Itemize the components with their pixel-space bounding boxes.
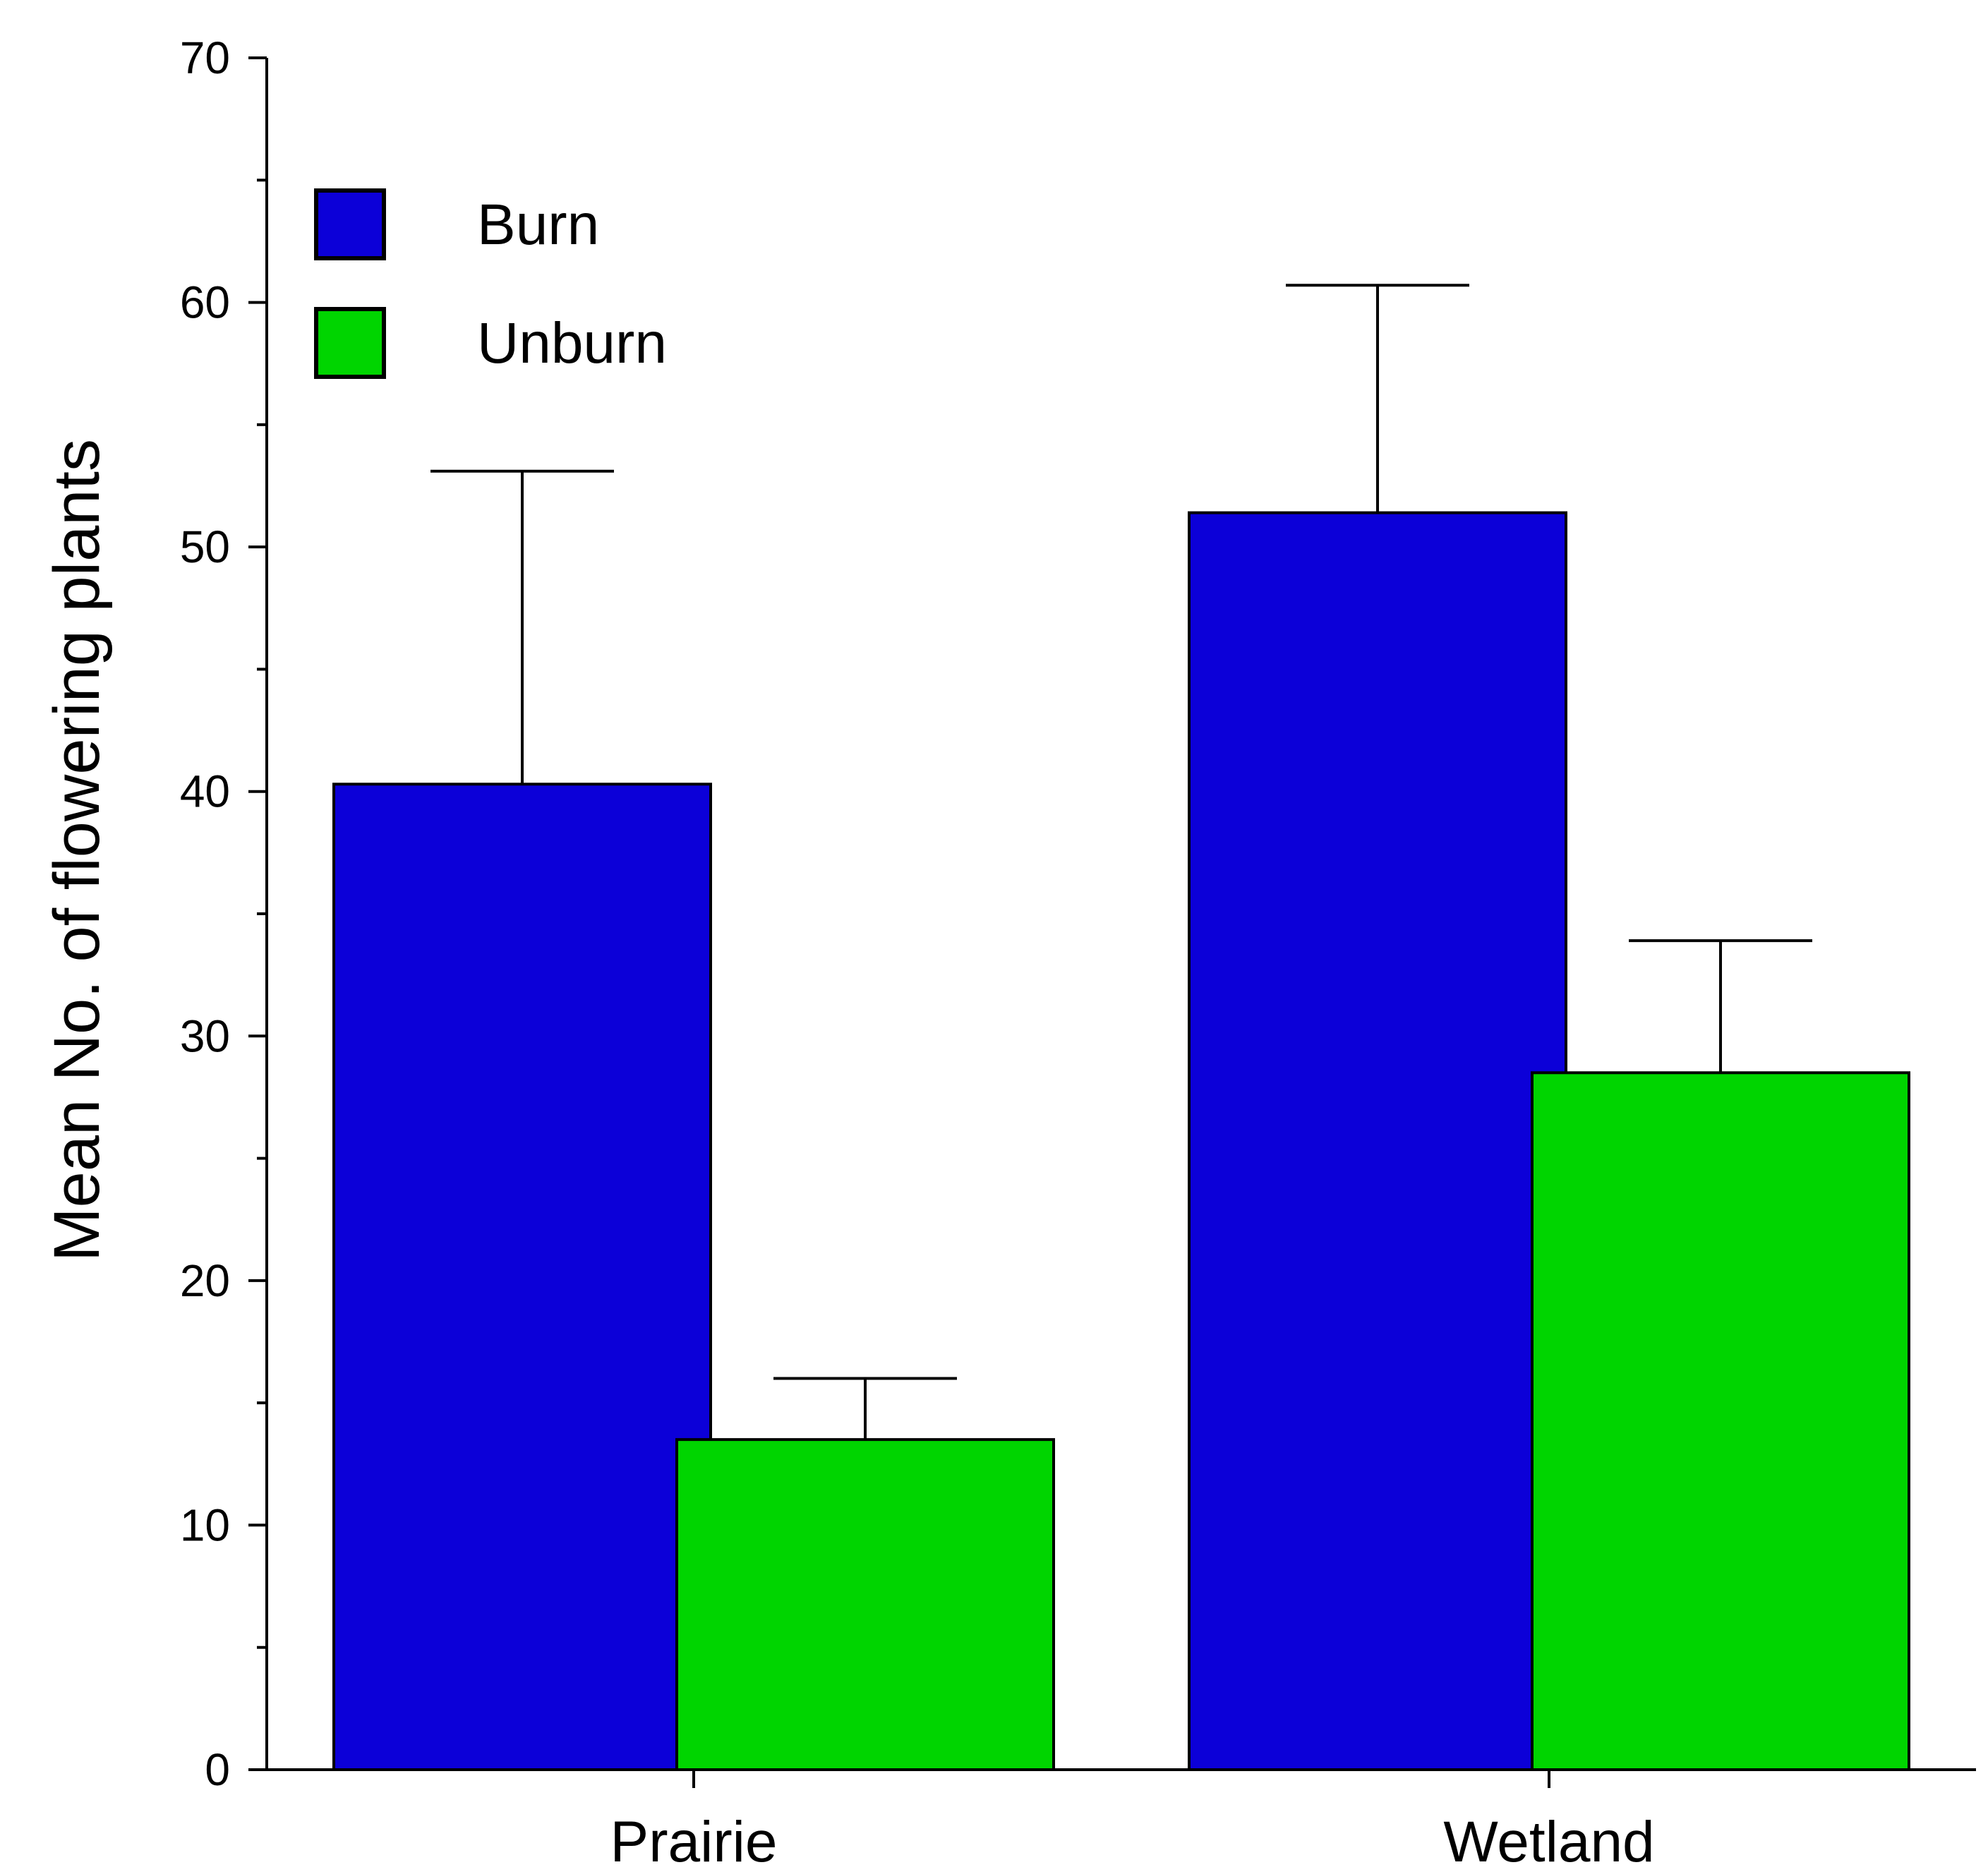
- y-ticks: 0 10 20 30 40 50 60 70 Prairie Wetland: [180, 32, 1655, 1872]
- legend: Burn Unburn: [314, 188, 667, 379]
- x-tick-label-wetland: Wetland: [1443, 1810, 1654, 1872]
- error-bars: [430, 284, 1812, 1440]
- legend-label-unburn: Unburn: [477, 311, 667, 375]
- y-tick-label: 50: [180, 521, 230, 572]
- y-tick-label: 10: [180, 1499, 230, 1550]
- y-tick-label: 0: [205, 1744, 230, 1795]
- legend-swatch-burn: [314, 188, 386, 260]
- bar-unburn-wetland: [1531, 1071, 1910, 1772]
- bar-burn-prairie: [332, 783, 712, 1771]
- y-tick-label: 20: [180, 1255, 230, 1306]
- bar-burn-wetland: [1188, 511, 1567, 1772]
- x-tick-label-prairie: Prairie: [610, 1810, 778, 1872]
- bars: [332, 511, 1910, 1772]
- y-axis-title: Mean No. of flowering plants: [41, 439, 113, 1262]
- y-tick-label: 70: [180, 32, 230, 83]
- legend-label-burn: Burn: [477, 193, 599, 257]
- y-tick-label: 60: [180, 277, 230, 328]
- legend-swatch-unburn: [314, 307, 386, 379]
- bar-unburn-prairie: [675, 1438, 1055, 1771]
- y-tick-label: 30: [180, 1010, 230, 1061]
- y-tick-label: 40: [180, 766, 230, 817]
